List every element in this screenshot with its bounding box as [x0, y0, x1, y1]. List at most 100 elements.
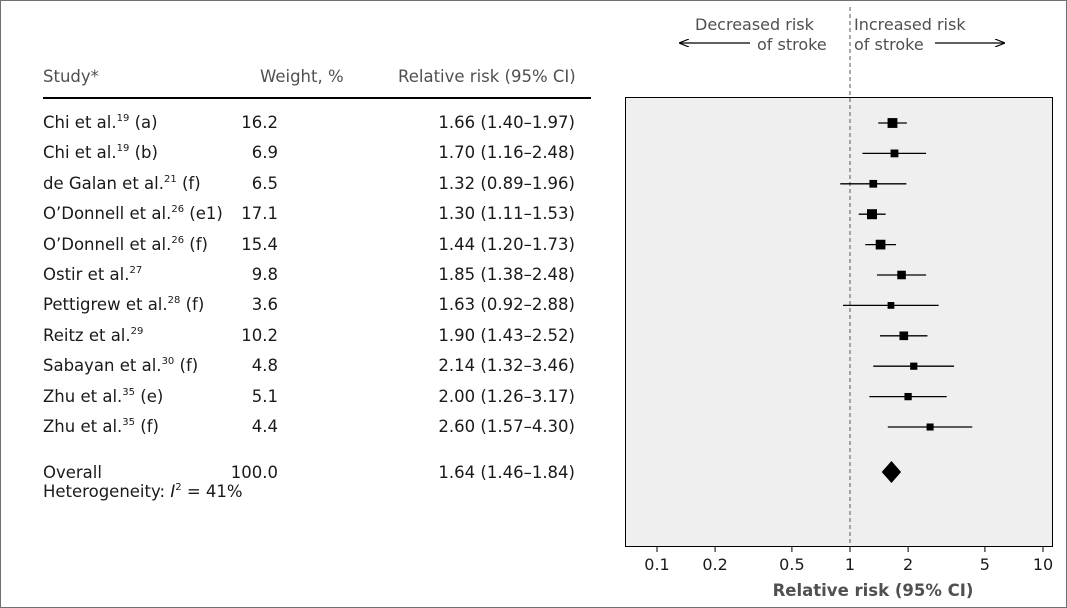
decreased-risk-label-1: Decreased risk	[695, 15, 814, 34]
x-tick-label: 2	[903, 555, 913, 574]
study-label: Sabayan et al.30 (f)	[43, 356, 198, 376]
point-marker	[869, 179, 878, 188]
x-tick-label: 10	[1033, 555, 1053, 574]
study-suffix: (f)	[174, 356, 199, 376]
study-weight: 10.2	[241, 325, 278, 345]
study-weight: 3.6	[251, 295, 278, 315]
point-marker	[899, 331, 909, 341]
study-name: Chi et al.	[43, 143, 117, 163]
study-name: Sabayan et al.	[43, 356, 162, 376]
study-relative-risk: 1.90 (1.43–2.52)	[438, 325, 575, 345]
study-suffix: (e1)	[184, 204, 223, 224]
study-label: O’Donnell et al.26 (f)	[43, 235, 208, 255]
point-marker	[910, 362, 918, 370]
study-label: Chi et al.19 (b)	[43, 143, 158, 163]
header-study: Study*	[43, 67, 99, 86]
study-label: Zhu et al.35 (f)	[43, 417, 159, 437]
increased-risk-label-2: of stroke	[854, 35, 924, 54]
study-reference: 19	[116, 113, 130, 124]
study-weight: 16.2	[241, 113, 278, 132]
study-label: Pettigrew et al.28 (f)	[43, 295, 204, 315]
study-relative-risk: 1.30 (1.11–1.53)	[438, 204, 575, 224]
forest-plot-panel	[625, 97, 1053, 547]
study-reference: 28	[167, 295, 181, 307]
heterogeneity-sup: 2	[175, 482, 182, 493]
study-name: Zhu et al.	[43, 417, 123, 436]
study-name: Pettigrew et al.	[43, 295, 168, 315]
study-weight: 17.1	[241, 204, 278, 224]
study-name: Chi et al.	[43, 113, 117, 132]
study-suffix: (f)	[176, 173, 201, 193]
overall-relative-risk: 1.64 (1.46–1.84)	[438, 463, 575, 482]
study-relative-risk: 1.66 (1.40–1.97)	[438, 113, 575, 132]
point-marker	[866, 209, 877, 220]
study-weight: 4.8	[251, 356, 278, 376]
study-reference: 26	[171, 234, 185, 246]
study-reference: 21	[163, 173, 177, 185]
study-relative-risk: 1.63 (0.92–2.88)	[438, 295, 575, 315]
study-label: Reitz et al.29	[43, 326, 143, 346]
x-tick-label: 0.2	[702, 555, 727, 574]
study-name: Zhu et al.	[43, 386, 123, 406]
point-marker	[904, 392, 912, 401]
x-tick-label: 0.5	[779, 555, 804, 574]
study-suffix: (e)	[135, 386, 164, 406]
study-relative-risk: 1.44 (1.20–1.73)	[438, 234, 575, 254]
study-label: O’Donnell et al.26 (e1)	[43, 204, 223, 224]
study-reference: 27	[129, 265, 143, 276]
x-axis-label: Relative risk (95% CI)	[772, 581, 974, 600]
point-marker	[887, 118, 898, 128]
x-tick-label: 0.1	[644, 555, 669, 574]
study-name: O’Donnell et al.	[43, 234, 172, 254]
study-weight: 15.4	[241, 234, 278, 254]
study-weight: 6.5	[251, 173, 278, 193]
x-tick-label: 5	[980, 555, 990, 574]
header-rule	[43, 97, 591, 99]
study-name: Ostir et al.	[43, 265, 130, 284]
study-label: Ostir et al.27	[43, 265, 142, 285]
study-name: de Galan et al.	[43, 173, 164, 193]
study-reference: 35	[122, 417, 136, 428]
overall-diamond	[881, 461, 902, 483]
study-relative-risk: 1.70 (1.16–2.48)	[438, 143, 575, 163]
study-suffix: (b)	[129, 143, 158, 163]
study-suffix: (f)	[184, 234, 208, 254]
heterogeneity-i: I	[170, 482, 176, 501]
heterogeneity-text: Heterogeneity: I2 = 41%	[43, 482, 243, 502]
study-weight: 5.1	[251, 386, 278, 406]
study-reference: 30	[161, 356, 175, 368]
study-relative-risk: 2.14 (1.32–3.46)	[438, 356, 575, 376]
study-label: de Galan et al.21 (f)	[43, 174, 201, 194]
study-label: Chi et al.19 (a)	[43, 113, 158, 133]
study-suffix: (f)	[135, 417, 159, 436]
study-relative-risk: 2.00 (1.26–3.17)	[438, 386, 575, 406]
point-marker	[926, 423, 934, 431]
x-tick-label: 1	[845, 555, 855, 574]
point-marker	[887, 302, 895, 309]
study-suffix: (a)	[129, 113, 158, 132]
study-weight: 9.8	[251, 265, 278, 284]
study-name: Reitz et al.	[43, 325, 131, 345]
study-reference: 29	[130, 325, 144, 337]
point-marker	[875, 239, 886, 250]
study-reference: 19	[116, 143, 130, 155]
study-weight: 4.4	[251, 417, 278, 436]
study-relative-risk: 1.85 (1.38–2.48)	[438, 265, 575, 284]
study-suffix: (f)	[180, 295, 205, 315]
study-label: Zhu et al.35 (e)	[43, 387, 163, 407]
heterogeneity-value: = 41%	[181, 482, 243, 501]
heterogeneity-prefix: Heterogeneity:	[43, 482, 171, 501]
point-marker	[897, 270, 906, 280]
increased-risk-label-1: Increased risk	[854, 15, 966, 34]
overall-weight: 100.0	[230, 463, 278, 482]
header-relative-risk: Relative risk (95% CI)	[398, 67, 576, 86]
header-weight: Weight, %	[260, 67, 344, 86]
decreased-risk-label-2: of stroke	[757, 35, 827, 54]
study-reference: 35	[122, 386, 136, 398]
study-name: O’Donnell et al.	[43, 204, 172, 224]
study-reference: 26	[171, 204, 185, 216]
point-marker	[890, 149, 899, 158]
study-relative-risk: 1.32 (0.89–1.96)	[438, 173, 575, 193]
